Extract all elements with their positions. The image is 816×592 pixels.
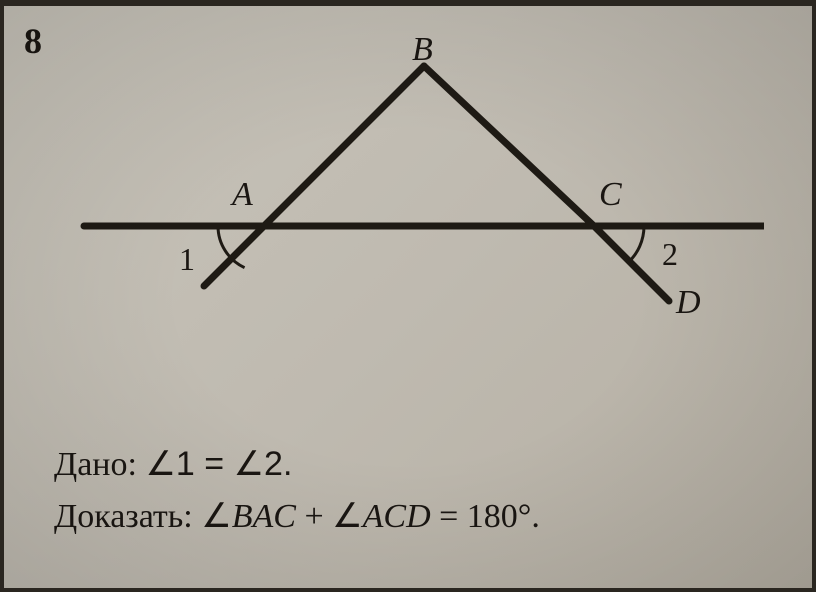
label-angle1: 1 <box>179 241 195 278</box>
prove-eq: = 180°. <box>431 498 540 535</box>
prove-var1: BAC <box>232 498 296 535</box>
label-c: C <box>599 176 622 214</box>
problem-card: 8 B A C D 1 2 Дано: ∠1 = ∠2. Доказать: ∠… <box>0 0 816 592</box>
problem-number: 8 <box>24 20 42 62</box>
prove-plus: + <box>296 498 332 535</box>
label-a: A <box>232 176 253 214</box>
geometry-diagram: B A C D 1 2 <box>64 16 764 376</box>
prove-prefix: Доказать: <box>54 498 201 535</box>
prove-angle1-sym: ∠ <box>201 497 231 535</box>
label-angle2: 2 <box>662 236 678 273</box>
label-b: B <box>412 31 433 69</box>
given-prefix: Дано: <box>54 446 145 483</box>
prove-line: Доказать: ∠BAC + ∠ACD = 180°. <box>54 496 540 536</box>
given-expr: ∠1 = ∠2. <box>145 445 292 483</box>
given-line: Дано: ∠1 = ∠2. <box>54 444 292 484</box>
label-d: D <box>676 284 701 322</box>
prove-var2: ACD <box>363 498 431 535</box>
diagram-svg <box>64 16 764 376</box>
prove-angle2-sym: ∠ <box>332 497 362 535</box>
